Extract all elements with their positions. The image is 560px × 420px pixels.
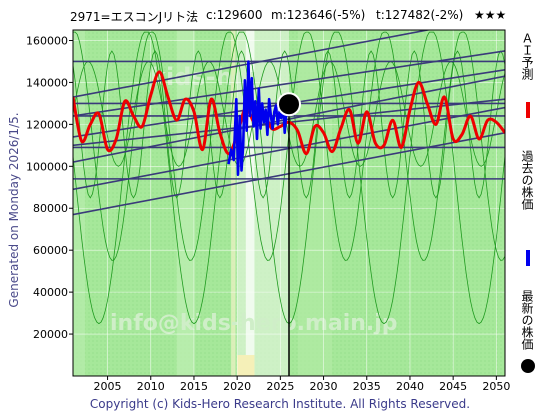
x-tick-label: 2025 <box>266 380 294 393</box>
current-price-dot <box>277 92 301 117</box>
x-tick-label: 2050 <box>482 380 510 393</box>
y-tick-label: 80000 <box>33 202 68 215</box>
channel-line <box>73 50 505 117</box>
plot-frame <box>72 29 506 377</box>
x-axis-ticks: 2005 2010 2015 2020 2025 2030 2035 2040 2045 2050 <box>94 376 510 393</box>
y-tick-label: 40000 <box>33 286 68 299</box>
x-tick-label: 2010 <box>137 380 165 393</box>
background-band <box>237 355 255 376</box>
target-price: t:127482(-2%) <box>376 8 464 22</box>
background-band <box>231 30 236 376</box>
y-tick-label: 20000 <box>33 328 68 341</box>
x-tick-label: 2015 <box>180 380 208 393</box>
y-tick-label: 160000 <box>26 34 68 47</box>
watermark-email: info@kids-hero.main.jp <box>110 311 398 336</box>
y-tick-label: 140000 <box>26 76 68 89</box>
x-tick-label: 2020 <box>223 380 251 393</box>
x-tick-label: 2035 <box>353 380 381 393</box>
channel-line <box>73 30 432 98</box>
model-price: m:123646(-5%) <box>271 8 366 22</box>
chart-header: 2971=エスコンJリト法 c:129600 m:123646(-5%) t:1… <box>0 8 560 26</box>
watermark: kids-hero info@kids-hero.main.jp <box>110 63 398 336</box>
legend-label: ＡＩ予測 <box>520 32 534 81</box>
legend-dot <box>521 359 535 373</box>
y-tick-label: 100000 <box>26 160 68 173</box>
legend-label: 過去の株価 <box>520 150 534 210</box>
copyright-footer: Copyright (c) Kids-Hero Research Institu… <box>89 397 471 411</box>
y-tick-label: 120000 <box>26 118 68 131</box>
background-band <box>297 30 333 376</box>
current-price: c:129600 <box>206 8 263 22</box>
x-tick-label: 2005 <box>94 380 122 393</box>
y-tick-label: 60000 <box>33 244 68 257</box>
background-band <box>245 30 255 376</box>
rating-stars: ★★★ <box>474 8 507 22</box>
y-axis-ticks: 20000 40000 60000 80000 100000 120000 140000 16… <box>26 34 73 341</box>
past-price-line <box>227 60 291 176</box>
legend-label: 最新の株価 <box>520 290 534 350</box>
x-tick-label: 2040 <box>396 380 424 393</box>
current-marker-group <box>277 92 301 376</box>
stock-code-title: 2971=エスコンJリト法 <box>70 10 199 24</box>
x-tick-label: 2030 <box>310 380 338 393</box>
x-tick-label: 2045 <box>439 380 467 393</box>
